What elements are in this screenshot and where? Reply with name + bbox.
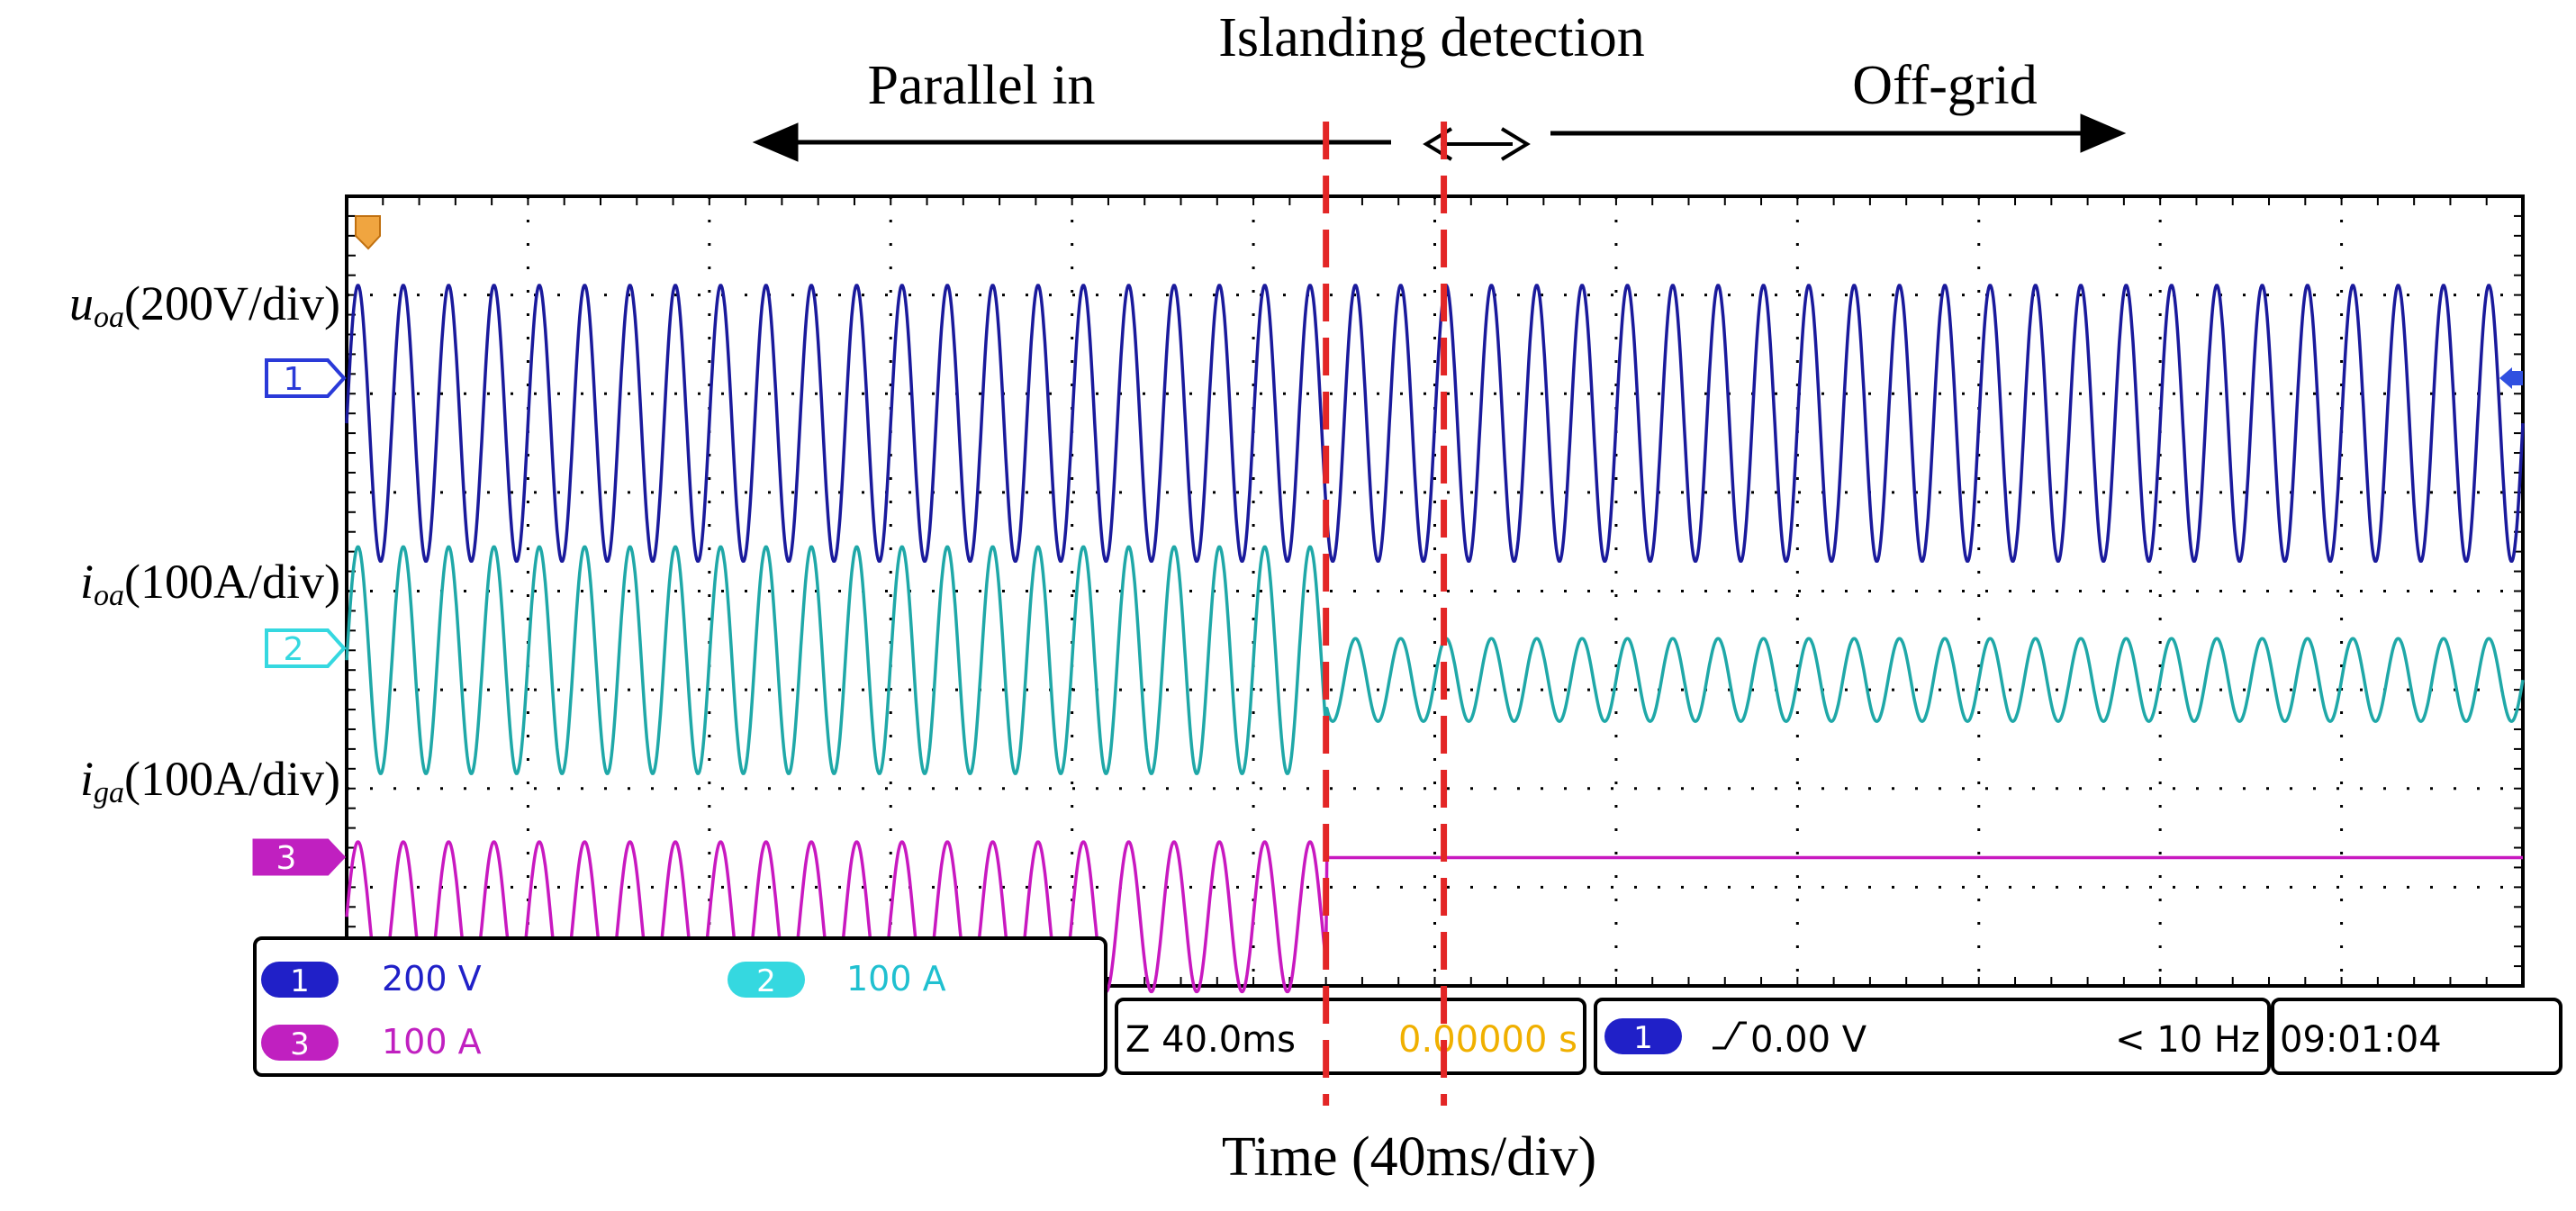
ch3-badge — [261, 1025, 339, 1061]
ch2-badge-num: 2 — [756, 963, 776, 999]
trigger-frequency: < 10 Hz — [2115, 1019, 2260, 1061]
ch2-level-marker: 2 — [265, 628, 347, 668]
ch2-scale-value: 100 A — [846, 959, 946, 999]
offgrid-arrow-head — [2080, 113, 2127, 153]
ch3-badge-num: 3 — [290, 1026, 310, 1062]
ch1-marker-shape — [265, 358, 347, 398]
channel-labels: uoa(200V/div) ioa(100A/div) iga(100A/div… — [69, 276, 340, 809]
iga-scale: (100A/div) — [124, 752, 340, 806]
trigger-badge — [1604, 1018, 1682, 1054]
ch1-right-marker-bar — [2512, 371, 2523, 385]
ch1-right-marker — [2499, 367, 2512, 389]
trace-ioa — [345, 545, 2525, 775]
trigger-box — [1594, 998, 2271, 1075]
uoa-label: uoa(200V/div) — [69, 276, 340, 334]
ch2-badge — [728, 962, 805, 998]
traces — [345, 284, 2525, 994]
iga-label: iga(100A/div) — [80, 752, 340, 809]
trigger-marker — [355, 215, 381, 250]
trace-iga — [345, 840, 2524, 994]
ch2-marker-shape — [265, 628, 347, 668]
islanding-label: Islanding detection — [1218, 7, 1644, 68]
ch1-scale-value: 200 V — [382, 959, 482, 999]
parallel-arrow-head — [752, 122, 799, 162]
delay-value: 0.00000 s — [1398, 1019, 1577, 1061]
plot-area — [345, 194, 2525, 994]
grid — [346, 195, 2524, 987]
rising-edge-icon — [1713, 1021, 1747, 1050]
annotation-arrows — [752, 113, 2127, 162]
channel-scale-box — [253, 936, 1107, 1077]
ch3-level-marker: 3 — [252, 838, 347, 877]
ch1-marker-text: 1 — [284, 361, 304, 398]
readout-panel: 1 200 V 2 100 A 3 100 A Z 40.0ms 0.00000… — [253, 936, 2562, 1077]
timebase-value: Z 40.0ms — [1125, 1019, 1296, 1061]
ch3-marker-shape — [252, 838, 347, 876]
ioa-main: i — [80, 555, 94, 609]
iga-main: i — [80, 752, 94, 806]
ch3-scale-value: 100 A — [382, 1022, 482, 1062]
offgrid-label: Off-grid — [1852, 55, 2037, 116]
ioa-sub: oa — [94, 579, 124, 612]
x-axis-label: Time (40ms/div) — [1222, 1126, 1596, 1188]
ioa-scale: (100A/div) — [124, 555, 340, 609]
ch2-marker-text: 2 — [284, 631, 304, 668]
ch1-badge — [261, 962, 339, 998]
timebase-box — [1115, 998, 1586, 1075]
ch3-marker-text: 3 — [276, 840, 297, 877]
parallel-label: Parallel in — [867, 55, 1095, 116]
iga-sub: ga — [94, 776, 124, 809]
trigger-badge-num: 1 — [1633, 1020, 1653, 1056]
ch1-badge-num: 1 — [290, 963, 310, 999]
event-markers — [1323, 122, 1448, 1106]
uoa-main: u — [69, 276, 94, 330]
trigger-level: 0.00 V — [1750, 1019, 1867, 1061]
uoa-scale: (200V/div) — [124, 276, 340, 330]
clock-value: 09:01:04 — [2280, 1019, 2442, 1061]
detection-arrow-head-right — [1500, 127, 1531, 161]
trace-uoa — [345, 284, 2525, 564]
ch1-level-marker: 1 — [265, 358, 347, 398]
ioa-label: ioa(100A/div) — [80, 555, 340, 612]
clock-box — [2271, 998, 2562, 1075]
uoa-sub: oa — [94, 301, 124, 334]
channel-markers: 1 2 3 — [252, 358, 347, 877]
